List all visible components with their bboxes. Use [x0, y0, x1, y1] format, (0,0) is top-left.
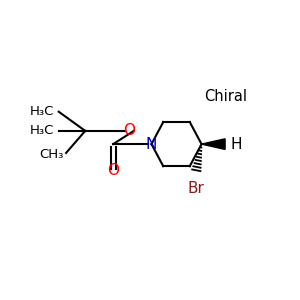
- Text: N: N: [146, 136, 157, 152]
- Text: O: O: [107, 163, 119, 178]
- Text: Chiral: Chiral: [204, 89, 247, 104]
- Text: Br: Br: [187, 181, 204, 196]
- Text: O: O: [123, 123, 135, 138]
- Text: H₃C: H₃C: [30, 124, 54, 137]
- Text: H: H: [231, 136, 242, 152]
- Text: CH₃: CH₃: [39, 148, 63, 161]
- Text: H₃C: H₃C: [30, 105, 54, 118]
- Polygon shape: [202, 139, 225, 149]
